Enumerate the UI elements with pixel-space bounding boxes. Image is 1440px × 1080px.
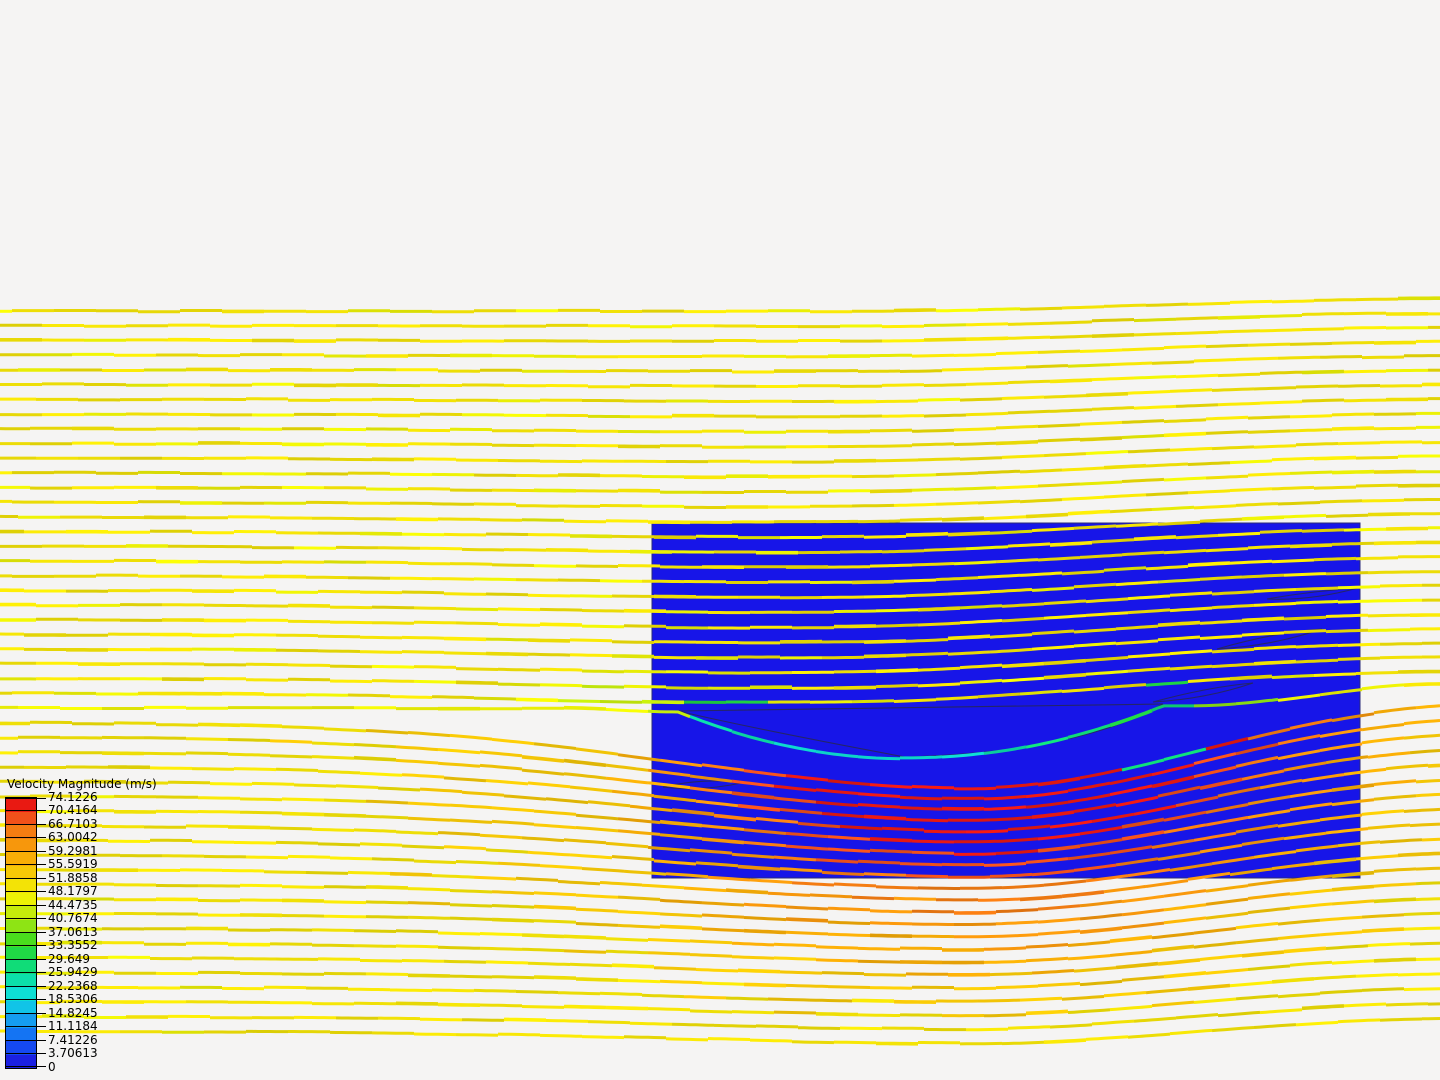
streamlines xyxy=(0,296,1440,1046)
airfoil-outline-path xyxy=(1152,682,1254,703)
airfoil-outline-path xyxy=(677,703,1164,712)
airfoil-outline-path xyxy=(1216,628,1323,650)
